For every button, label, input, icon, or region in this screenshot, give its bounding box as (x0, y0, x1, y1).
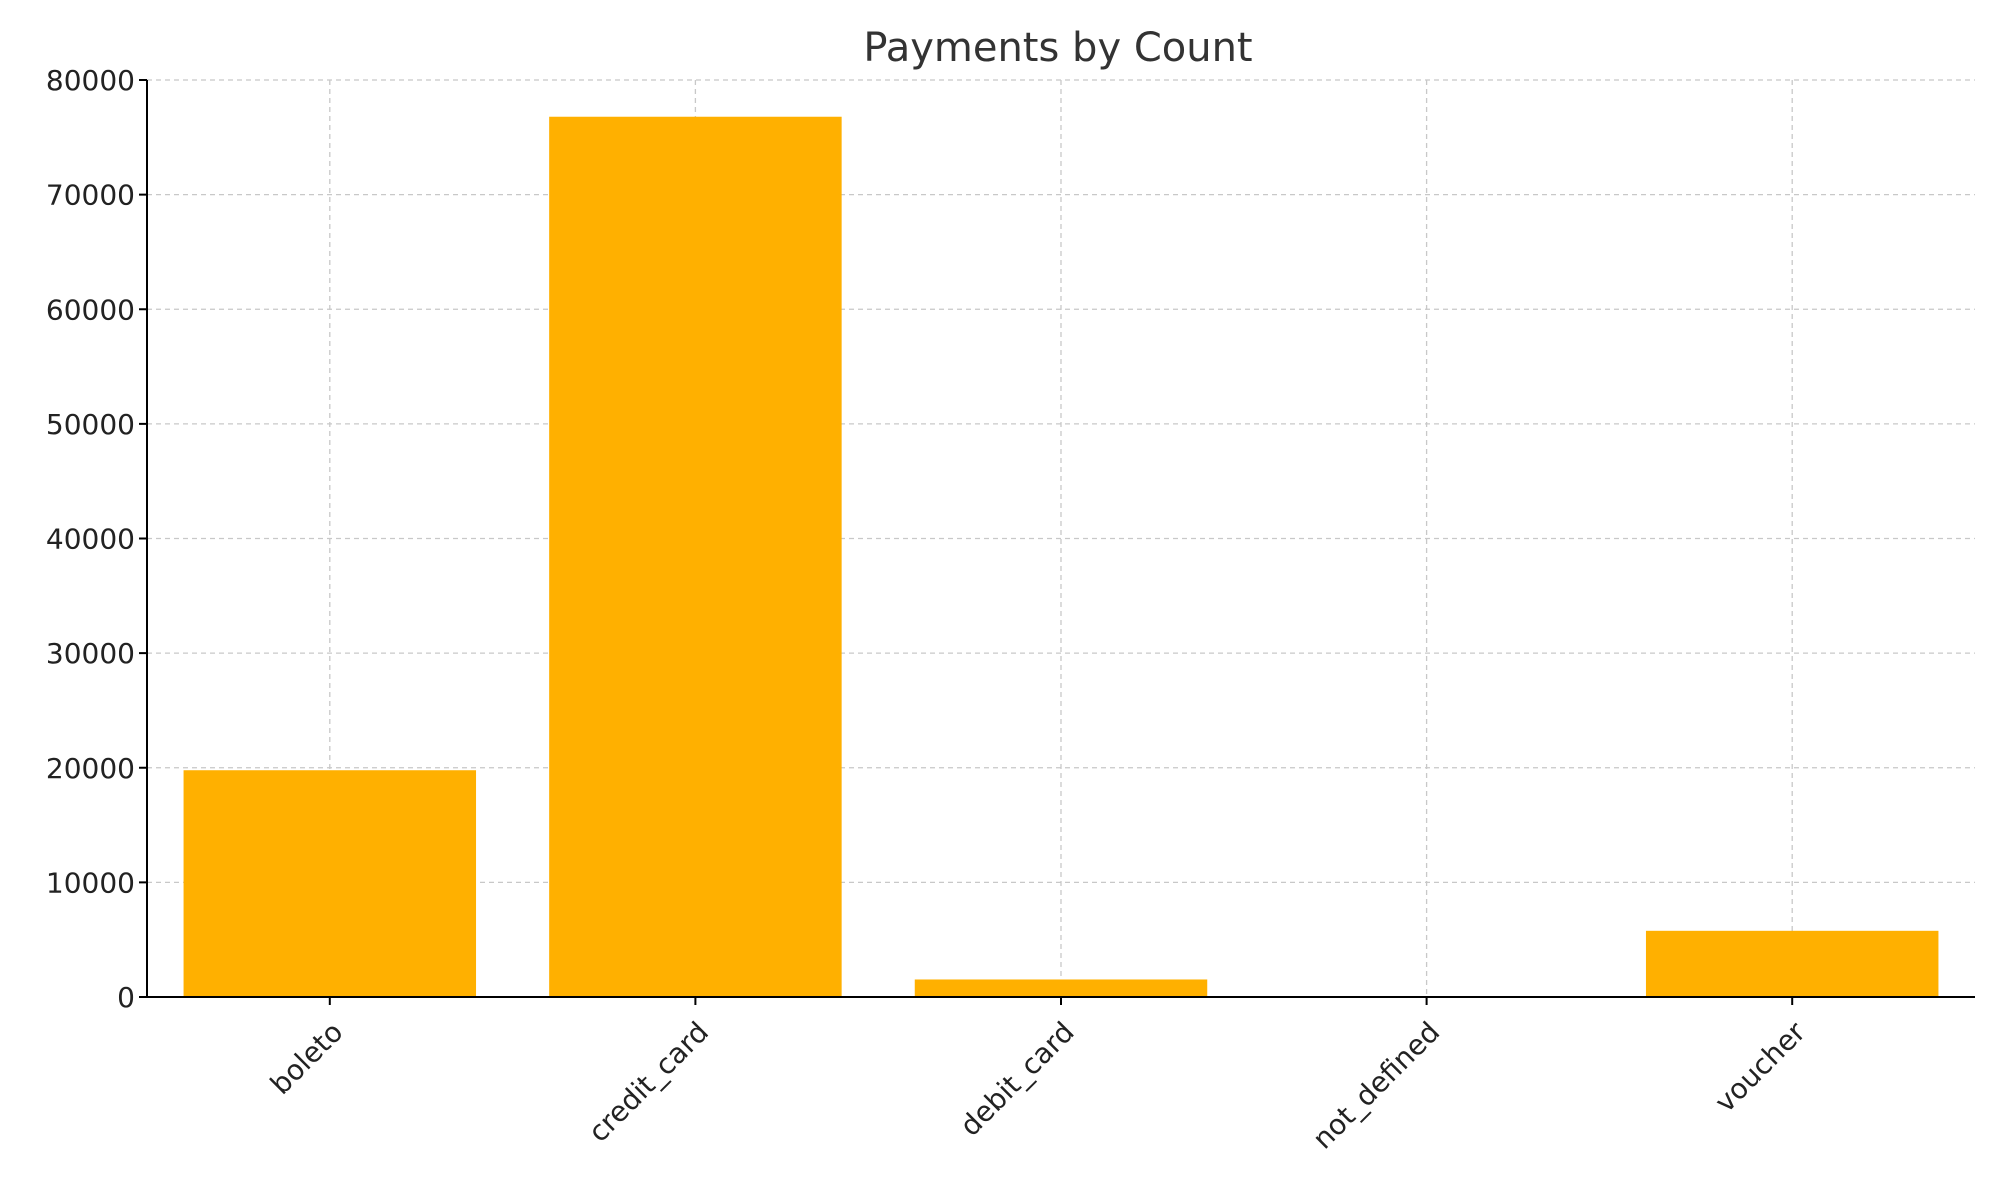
bar-layer (183, 116, 1939, 998)
x-tick-label: boleto (264, 1015, 350, 1101)
grid-layer (147, 79, 1975, 998)
y-tick-label: 10000 (46, 866, 135, 899)
x-tick-label: debit_card (953, 1015, 1080, 1142)
chart-title: Payments by Count (863, 25, 1252, 71)
y-tick-label: 0 (117, 981, 135, 1014)
x-tick-label: credit_card (582, 1015, 715, 1148)
bar-credit-card[interactable] (549, 116, 842, 998)
y-tick-label: 30000 (46, 637, 135, 670)
bar-boleto[interactable] (183, 770, 477, 997)
y-tick-label: 40000 (46, 523, 135, 556)
y-axis-ticks: 0 10000 20000 30000 40000 50000 60000 70000 8000… (46, 64, 147, 1014)
x-tick-label: voucher (1708, 1015, 1812, 1119)
bar-debit-card[interactable] (914, 979, 1208, 997)
x-tick-label: not_defined (1306, 1015, 1446, 1155)
x-axis-ticks: boleto credit_card debit_card not_defined vo… (264, 997, 1812, 1156)
y-tick-label: 70000 (46, 179, 135, 212)
y-tick-label: 60000 (46, 293, 135, 326)
bar-voucher[interactable] (1645, 930, 1939, 997)
y-tick-label: 20000 (46, 752, 135, 785)
y-tick-label: 80000 (46, 64, 135, 97)
y-tick-label: 50000 (46, 408, 135, 441)
